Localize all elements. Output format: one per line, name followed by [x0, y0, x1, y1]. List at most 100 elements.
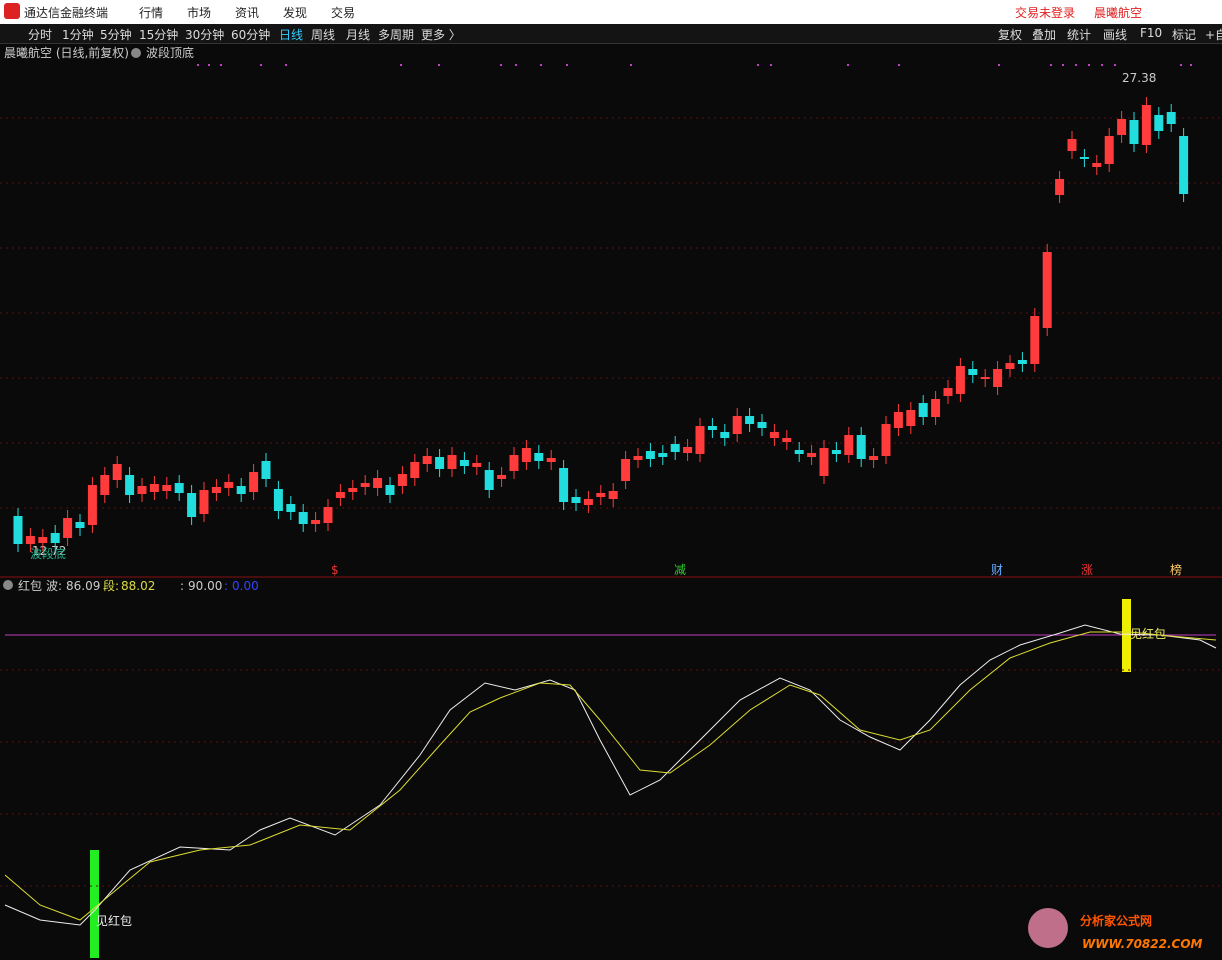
toolbar-button[interactable]: 标记	[1172, 28, 1197, 42]
sub-label: 波:	[46, 579, 62, 593]
toolbar: 分时 1分钟 5分钟 15分钟 30分钟 60分钟 日线 周线 月线 多周期 更多 〉 复权 叠加 统计画…	[0, 24, 1222, 44]
menu-item[interactable]: 交易	[331, 6, 356, 20]
marker-dot	[285, 64, 287, 66]
menu-item[interactable]: 市场	[187, 6, 212, 20]
candle-body	[385, 485, 395, 495]
candle-body	[1166, 112, 1176, 124]
toolbar-button[interactable]: 复权	[998, 28, 1023, 42]
candle-body	[211, 487, 221, 493]
candle-body	[286, 504, 296, 512]
candle-body	[720, 432, 730, 438]
event-mark: 榜	[1170, 562, 1182, 577]
candle-body	[1092, 163, 1102, 167]
candle-body	[670, 444, 680, 452]
marker-dot	[847, 64, 849, 66]
candle-body	[162, 485, 172, 491]
sub-label: 段:	[103, 578, 119, 593]
marker-dot	[515, 64, 517, 66]
candle-body	[819, 448, 829, 476]
candle-body	[261, 461, 271, 479]
marker-dot	[260, 64, 262, 66]
candle-body	[695, 426, 705, 454]
candle-body	[311, 520, 321, 524]
marker-dot	[566, 64, 568, 66]
marker-dot	[898, 64, 900, 66]
menu-bar: 通达信金融终端 行情 市场 资讯 发现 交易 交易未登录 晨曦航空	[0, 0, 1222, 24]
candle-body	[100, 475, 110, 495]
toolbar-button[interactable]: 画线	[1103, 28, 1128, 42]
marker-dot	[197, 64, 199, 66]
candle-body	[571, 497, 581, 503]
candle-body	[1042, 252, 1052, 328]
candle-body	[1117, 119, 1127, 135]
candle-body	[472, 463, 482, 467]
candle-body	[497, 475, 507, 479]
stock-name[interactable]: 晨曦航空	[1094, 6, 1143, 20]
candle-body	[993, 369, 1003, 387]
wm-title: 分析家公式网	[1080, 913, 1152, 928]
candle-body	[608, 491, 618, 499]
candle-body	[1179, 136, 1189, 194]
candle-body	[1030, 316, 1040, 364]
candle-body	[645, 451, 655, 459]
marker-dot	[1088, 64, 1090, 66]
marker-dot	[208, 64, 210, 66]
candle-body	[410, 462, 420, 478]
candle-body	[1017, 360, 1027, 364]
marker-dot	[1075, 64, 1077, 66]
toolbar-button[interactable]: 更多 〉	[421, 28, 461, 42]
toolbar-button[interactable]: 叠加	[1032, 28, 1057, 42]
marker-dot	[438, 64, 440, 66]
marker-dot	[1050, 64, 1052, 66]
toolbar-button[interactable]: 多周期	[378, 28, 415, 42]
candle-body	[298, 512, 308, 524]
menu-item[interactable]: 资讯	[235, 6, 260, 20]
candle-body	[38, 537, 48, 543]
sub-value: 88.02	[121, 579, 155, 593]
candle-body	[596, 493, 606, 497]
toolbar-button[interactable]: 1分钟	[62, 28, 94, 42]
toolbar-button[interactable]: 30分钟	[185, 28, 225, 42]
toolbar-button[interactable]: 月线	[346, 28, 371, 42]
candle-body	[521, 448, 531, 462]
candle-body	[844, 435, 854, 455]
sub-label: :	[180, 579, 184, 593]
toolbar-button[interactable]: 统计	[1067, 28, 1092, 42]
toolbar-button[interactable]: 周线	[311, 28, 336, 42]
toolbar-button[interactable]: F10	[1140, 26, 1163, 40]
app-icon	[4, 3, 20, 19]
sub-value: 90.00	[188, 579, 222, 593]
candle-body	[1104, 136, 1114, 164]
toolbar-button[interactable]: 日线	[279, 28, 304, 42]
sub-label: :	[224, 579, 228, 593]
candle-body	[112, 464, 122, 480]
candle-body	[534, 453, 544, 461]
toolbar-button[interactable]: 60分钟	[231, 28, 271, 42]
event-mark: 减	[674, 563, 686, 577]
marker-dot	[1062, 64, 1064, 66]
toolbar-button[interactable]: 5分钟	[100, 28, 132, 42]
candle-body	[174, 483, 184, 493]
toolbar-button[interactable]: 15分钟	[139, 28, 179, 42]
sub-value: 0.00	[232, 579, 259, 593]
candle-body	[807, 453, 817, 457]
candle-body	[707, 426, 717, 430]
watermark: 分析家公式网 WWW.70822.COM	[1028, 908, 1203, 951]
login-status[interactable]: 交易未登录	[1015, 6, 1076, 20]
low-note: 波段底	[30, 546, 66, 561]
marker-dot	[757, 64, 759, 66]
candle-body	[1079, 157, 1089, 159]
menu-item[interactable]: 行情	[139, 6, 164, 20]
toolbar-button[interactable]: 分时	[28, 28, 53, 42]
candle-body	[621, 459, 631, 481]
toolbar-button[interactable]: +自	[1205, 28, 1222, 42]
event-mark: $	[331, 563, 339, 577]
menu-item[interactable]: 发现	[283, 6, 308, 20]
candle-body	[125, 475, 135, 495]
candle-body	[1005, 363, 1015, 369]
event-mark: 涨	[1081, 562, 1093, 577]
candle-body	[50, 533, 60, 543]
candle-body	[75, 522, 85, 528]
candle-body	[745, 416, 755, 424]
candle-body	[559, 468, 569, 502]
